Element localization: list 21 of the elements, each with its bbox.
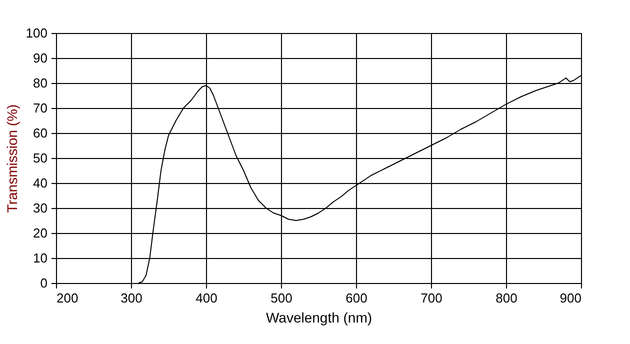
y-axis-title: Transmission (%) bbox=[4, 104, 20, 213]
y-tick-label: 50 bbox=[33, 150, 48, 166]
x-axis-title: Wavelength (nm) bbox=[266, 310, 372, 326]
x-tick-label: 400 bbox=[196, 290, 218, 306]
y-tick-label: 100 bbox=[26, 26, 48, 40]
y-tick-label: 30 bbox=[33, 200, 48, 216]
x-tick-label: 200 bbox=[56, 290, 78, 306]
y-tick-label: 70 bbox=[33, 100, 48, 116]
x-tick-label: 300 bbox=[120, 290, 142, 306]
x-tick-label: 900 bbox=[560, 290, 582, 306]
y-tick-label: 80 bbox=[33, 76, 48, 90]
x-tick-label: 700 bbox=[420, 290, 442, 306]
x-tick-label: 800 bbox=[496, 290, 518, 306]
y-tick-label: 90 bbox=[33, 50, 48, 66]
y-tick-label: 20 bbox=[33, 226, 48, 240]
y-tick-label: 40 bbox=[33, 176, 48, 190]
x-tick-label: 600 bbox=[346, 290, 368, 306]
y-tick-label: 60 bbox=[33, 126, 48, 140]
y-tick-label: 0 bbox=[40, 276, 48, 290]
x-tick-label: 500 bbox=[270, 290, 292, 306]
y-tick-label: 10 bbox=[33, 250, 48, 266]
